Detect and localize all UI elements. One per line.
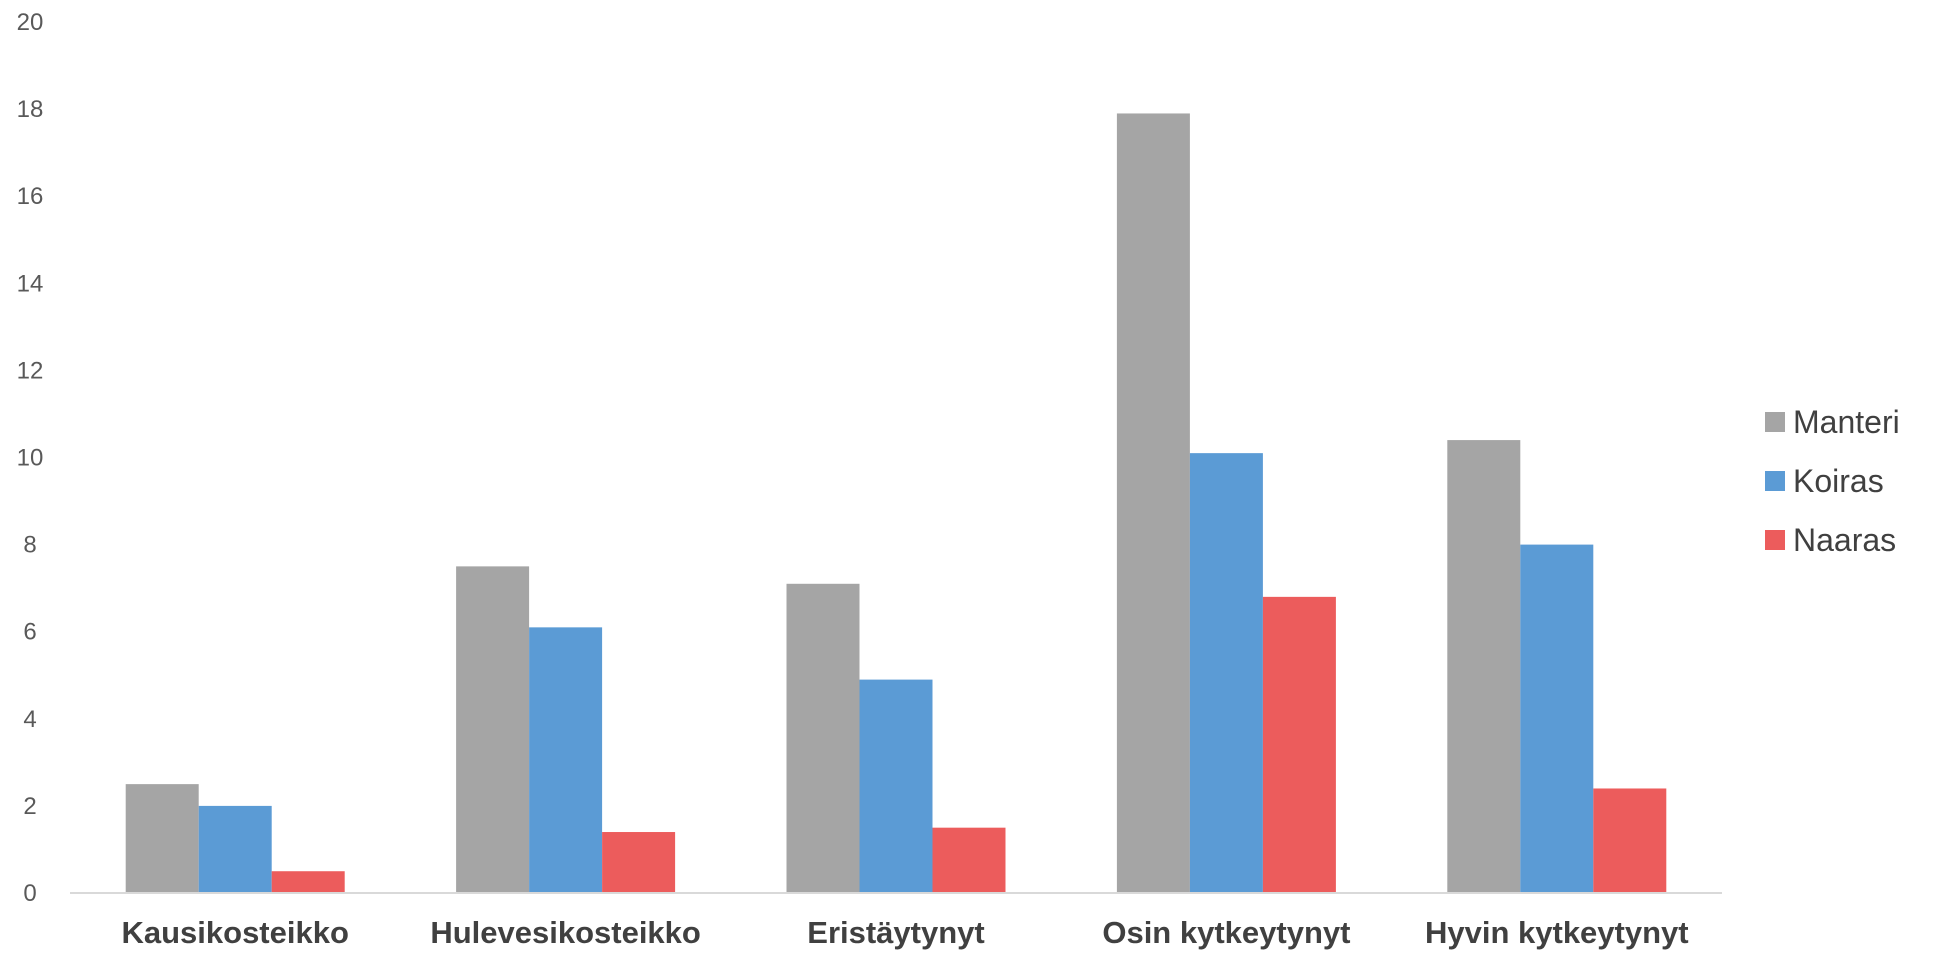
y-tick-label: 8 — [23, 532, 36, 559]
y-tick-label: 20 — [17, 9, 44, 36]
bar-manteri — [1447, 440, 1521, 893]
bar-manteri — [456, 566, 530, 893]
bar-koiras — [1520, 544, 1594, 893]
legend-swatch-koiras — [1765, 471, 1785, 491]
legend-label-koiras: Koiras — [1793, 463, 1884, 499]
bar-naaras — [1593, 788, 1667, 893]
x-category-label: Eristäytynyt — [807, 915, 984, 950]
bar-naaras — [1262, 596, 1336, 893]
y-axis: 0 2 4 6 8 10 12 14 16 18 20 — [17, 9, 44, 907]
legend-label-manteri: Manteri — [1793, 404, 1900, 440]
y-tick-label: 0 — [23, 880, 36, 907]
bar-manteri — [125, 784, 199, 893]
y-tick-label: 14 — [17, 270, 44, 297]
bar-naaras — [932, 827, 1006, 893]
bar-koiras — [198, 805, 272, 893]
legend-swatch-manteri — [1765, 412, 1785, 432]
x-axis: Kausikosteikko Hulevesikosteikko Eristäyty… — [121, 915, 1688, 950]
y-tick-label: 2 — [23, 793, 36, 820]
y-tick-label: 18 — [17, 96, 44, 123]
y-tick-label: 6 — [23, 619, 36, 646]
legend: Manteri Koiras Naaras — [1765, 404, 1900, 558]
x-category-label: Kausikosteikko — [121, 915, 348, 950]
bar-koiras — [529, 627, 603, 893]
x-category-label: Osin kytkeytynyt — [1102, 915, 1350, 950]
bar-koiras — [1189, 453, 1263, 893]
y-tick-label: 16 — [17, 183, 44, 210]
x-category-label: Hyvin kytkeytynyt — [1425, 915, 1689, 950]
bar-koiras — [859, 679, 933, 893]
x-category-label: Hulevesikosteikko — [430, 915, 701, 950]
bar-naaras — [271, 871, 345, 893]
bars-group — [125, 113, 1667, 893]
y-tick-label: 4 — [23, 706, 36, 733]
bar-manteri — [1116, 113, 1190, 893]
y-tick-label: 12 — [17, 357, 44, 384]
legend-swatch-naaras — [1765, 530, 1785, 550]
bar-naaras — [602, 832, 676, 893]
y-tick-label: 10 — [17, 445, 44, 472]
bar-manteri — [786, 583, 860, 893]
legend-label-naaras: Naaras — [1793, 522, 1896, 558]
